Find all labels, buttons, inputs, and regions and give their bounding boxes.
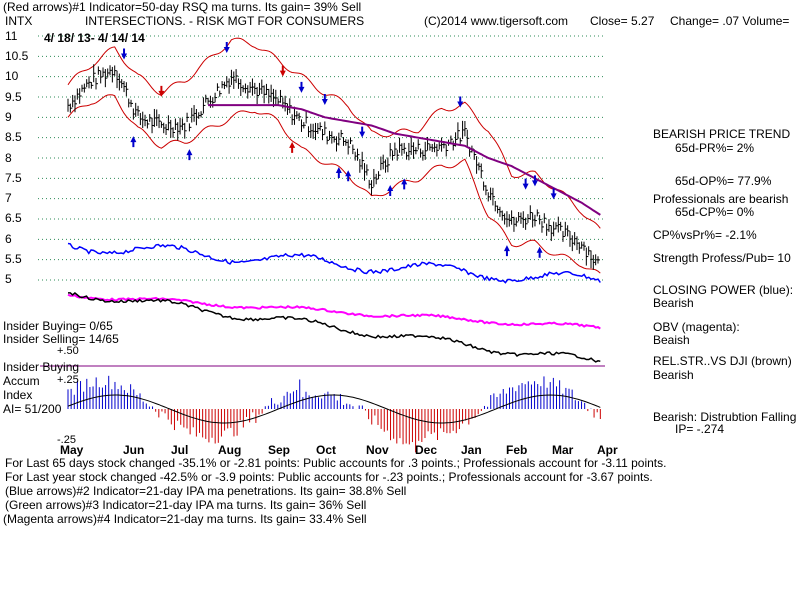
upper-band-line — [67, 37, 601, 229]
down-arrow-icon — [279, 65, 286, 77]
down-arrow-icon — [223, 41, 230, 53]
x-tick: Jun — [123, 443, 145, 457]
accumulation-histogram — [67, 375, 601, 453]
insider-selling-count: Insider Selling= 14/65 — [3, 332, 119, 346]
y-tick: 9 — [5, 110, 12, 124]
accum-plus50: +.50 — [57, 345, 79, 357]
accum-minus25: -.25 — [57, 434, 76, 446]
y-tick: 9.5 — [5, 90, 22, 104]
y-tick: 7 — [5, 191, 12, 205]
y-tick: 8 — [5, 151, 12, 165]
down-arrow-icon — [298, 81, 305, 93]
green-arrows-legend: (Green arrows)#3 Indicator=21-day IPA ma… — [5, 498, 367, 512]
down-arrow-icon — [457, 96, 464, 108]
signal-arrows — [121, 41, 557, 258]
y-tick: 11 — [5, 29, 18, 43]
y-tick: 5.5 — [5, 252, 22, 266]
x-tick: Jul — [171, 443, 189, 457]
down-arrow-icon — [359, 126, 366, 138]
price-grid — [38, 35, 605, 281]
op65: 65d-OP%= 77.9% — [675, 174, 772, 188]
x-tick: Aug — [218, 443, 242, 457]
y-tick: 5 — [5, 272, 12, 286]
down-arrow-icon — [121, 48, 128, 60]
y-tick: 10.5 — [5, 49, 29, 63]
x-tick: May — [60, 443, 84, 457]
up-arrow-icon — [130, 136, 137, 148]
close-price: Close= 5.27 — [590, 14, 655, 28]
rel-strength-line — [68, 292, 601, 363]
up-arrow-icon — [345, 170, 352, 182]
down-arrow-icon — [158, 85, 165, 97]
lower-band-line — [67, 94, 601, 274]
cp-vs-pr: CP%vsPr%= -2.1% — [653, 228, 757, 242]
down-arrow-icon — [522, 178, 529, 190]
down-arrow-icon — [531, 175, 538, 187]
x-tick: Dec — [415, 443, 438, 457]
down-arrow-icon — [550, 188, 557, 200]
rel-strength-label: REL.STR..VS DJI (brown) — [653, 354, 792, 368]
company-title: INTERSECTIONS. - RISK MGT FOR CONSUMERS — [85, 14, 365, 28]
date-range: 4/ 18/ 13- 4/ 14/ 14 — [44, 31, 145, 45]
indicator-lines — [40, 242, 605, 367]
ai-value: AI= 51/200 — [3, 402, 62, 416]
down-arrow-icon — [321, 94, 328, 106]
y-tick: 8.5 — [5, 130, 22, 144]
up-arrow-icon — [536, 246, 543, 258]
cp65: 65d-CP%= 0% — [675, 205, 755, 219]
copyright: (C)2014 www.tigersoft.com — [424, 14, 569, 28]
accum-label: Accum — [3, 374, 40, 388]
index-label: Index — [3, 388, 33, 402]
magenta-arrows-legend: (Magenta arrows)#4 Indicator=21-day ma t… — [3, 512, 367, 526]
change-volume: Change= .07 Volume= — [670, 14, 790, 28]
y-tick: 10 — [5, 69, 19, 83]
blue-arrows-legend: (Blue arrows)#2 Indicator=21-day IPA ma … — [5, 484, 407, 498]
obv-label: OBV (magenta): — [653, 320, 740, 334]
pr65: 65d-PR%= 2% — [675, 141, 755, 155]
professionals: Professionals are bearish — [653, 192, 789, 206]
y-tick: 6 — [5, 232, 12, 246]
up-arrow-icon — [289, 141, 296, 153]
x-tick: Oct — [316, 443, 337, 457]
price-bars — [67, 64, 600, 270]
red-arrows-legend: (Red arrows)#1 Indicator=50-day RSQ ma t… — [3, 0, 362, 14]
x-tick: Feb — [506, 443, 528, 457]
obv-value: Beaish — [653, 333, 690, 347]
ip-value: IP= -.274 — [675, 422, 725, 436]
y-tick: 7.5 — [5, 171, 22, 185]
x-tick: Jan — [461, 443, 482, 457]
up-arrow-icon — [186, 149, 193, 161]
obv-line — [67, 293, 601, 330]
closing-power-value: Bearish — [653, 296, 694, 310]
footer-65day: For Last 65 days stock changed -35.1% or… — [5, 456, 667, 470]
footer-year: For Last year stock changed -42.5% or -3… — [5, 470, 653, 484]
rel-strength-value: Bearish — [653, 368, 694, 382]
up-arrow-icon — [401, 178, 408, 190]
accum-plus25: +.25 — [57, 374, 79, 386]
trend-title: BEARISH PRICE TREND — [653, 127, 791, 141]
insider-buying-label: Insider Buying — [3, 360, 80, 374]
accum-ma-line — [67, 394, 601, 424]
x-tick: Sep — [268, 443, 291, 457]
bollinger-bands — [67, 37, 601, 274]
x-tick: Mar — [552, 443, 574, 457]
x-tick: Nov — [366, 443, 389, 457]
up-arrow-icon — [387, 184, 394, 196]
up-arrow-icon — [503, 245, 510, 257]
ticker-symbol: INTX — [5, 14, 33, 28]
insider-buying-count: Insider Buying= 0/65 — [3, 319, 113, 333]
closing-power-line — [67, 242, 601, 284]
x-tick: Apr — [597, 443, 618, 457]
distribution-label: Bearish: Distrubtion Falling — [653, 410, 797, 424]
up-arrow-icon — [335, 167, 342, 179]
y-tick: 6.5 — [5, 211, 22, 225]
closing-power-label: CLOSING POWER (blue): — [653, 283, 794, 297]
strength: Strength Profess/Pub= 10 — [653, 251, 791, 265]
